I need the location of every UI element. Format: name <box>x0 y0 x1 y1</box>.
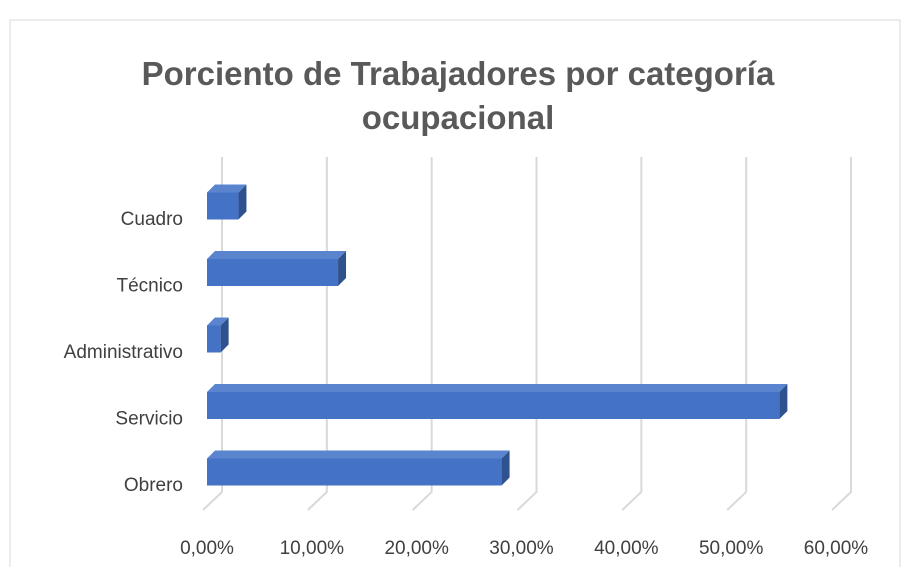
bar-top <box>207 251 347 259</box>
y-tick-label: Cuadro <box>121 209 183 230</box>
bar-side <box>779 384 788 419</box>
bar-front <box>207 192 239 220</box>
bar-front <box>207 458 502 486</box>
grid-line <box>726 157 748 511</box>
bar-top <box>207 184 247 193</box>
bar-top <box>207 384 788 392</box>
grid-line <box>831 157 852 511</box>
bar <box>207 251 347 286</box>
x-tick-label: 10,00% <box>280 538 345 559</box>
grid-line <box>621 157 643 511</box>
bar-top <box>207 317 229 326</box>
x-tick-label: 20,00% <box>384 538 449 559</box>
bar <box>207 384 788 419</box>
chart-title: Porciento de Trabajadores por categoría … <box>141 55 775 136</box>
bar-front <box>207 392 780 419</box>
bar-top <box>207 450 510 459</box>
bar-side <box>220 317 229 353</box>
x-tick-label: 30,00% <box>489 538 554 559</box>
bar-front <box>207 325 221 353</box>
x-tick-label: 40,00% <box>594 538 659 559</box>
bar-side <box>238 184 247 220</box>
grid-line <box>516 157 538 511</box>
bar <box>207 450 510 486</box>
grid-line <box>411 157 433 511</box>
y-tick-label: Técnico <box>116 276 183 297</box>
y-tick-label: Servicio <box>115 409 183 430</box>
bar <box>207 184 247 220</box>
bar <box>207 317 229 353</box>
y-tick-label: Administrativo <box>64 342 183 363</box>
bar-side <box>501 450 510 486</box>
bar-front <box>207 259 339 286</box>
x-tick-label: 50,00% <box>699 538 764 559</box>
bar-side <box>338 251 347 286</box>
x-tick-label: 0,00% <box>180 538 234 559</box>
y-tick-label: Obrero <box>124 475 183 496</box>
x-tick-label: 60,00% <box>804 538 869 559</box>
